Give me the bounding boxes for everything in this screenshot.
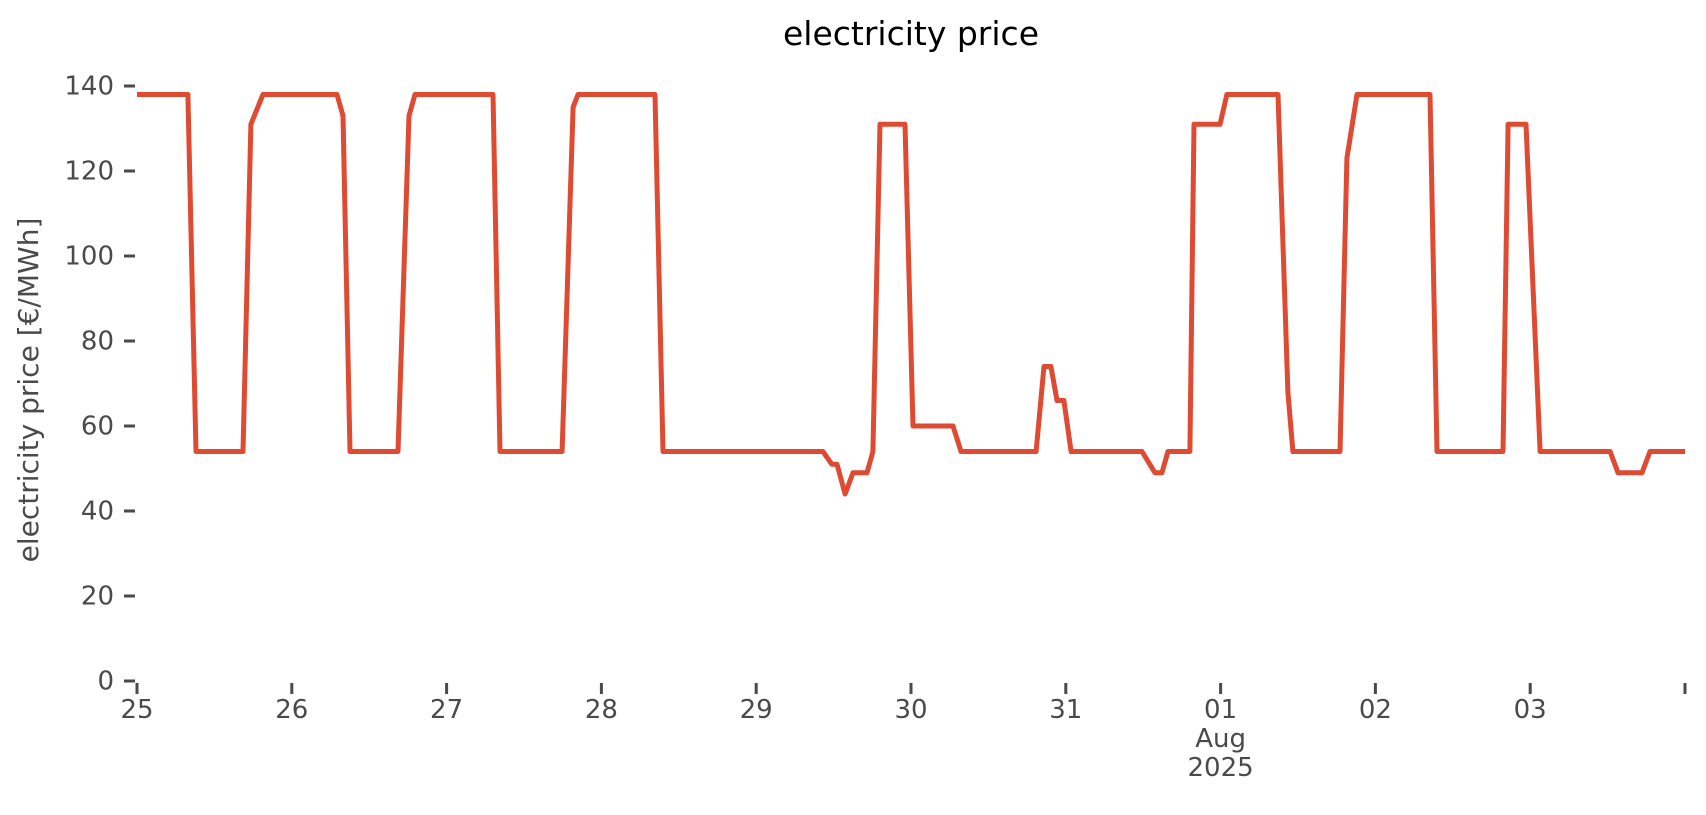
price-line-series xyxy=(137,92,1685,497)
y-tick-label: 0 xyxy=(97,667,114,697)
y-tick-label: 140 xyxy=(64,72,114,102)
chart-title: electricity price xyxy=(783,14,1039,53)
x-tick-label: 29 xyxy=(740,695,773,725)
y-tick-label: 80 xyxy=(81,327,114,357)
x-tick-label: 30 xyxy=(894,695,927,725)
x-axis-month-label: Aug xyxy=(1195,724,1246,754)
x-tick-label: 26 xyxy=(275,695,308,725)
y-tick-label: 20 xyxy=(81,582,114,612)
x-tick-label: 25 xyxy=(120,695,153,725)
x-tick-label: 03 xyxy=(1514,695,1547,725)
x-tick-label: 27 xyxy=(430,695,463,725)
y-tick-label: 120 xyxy=(64,157,114,187)
x-tick-label: 31 xyxy=(1049,695,1082,725)
y-tick-label: 100 xyxy=(64,242,114,272)
x-tick-label: 02 xyxy=(1359,695,1392,725)
x-axis-year-label: 2025 xyxy=(1188,753,1254,783)
y-tick-label: 60 xyxy=(81,412,114,442)
y-tick-label: 40 xyxy=(81,497,114,527)
x-tick-label: 01 xyxy=(1204,695,1237,725)
x-tick-label: 28 xyxy=(585,695,618,725)
